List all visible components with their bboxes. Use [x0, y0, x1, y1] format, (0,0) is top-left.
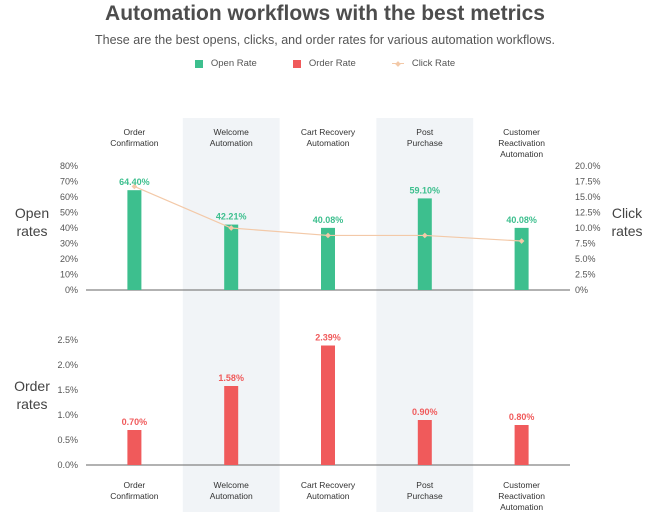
right-tick-label: 17.5% [575, 177, 601, 187]
right-tick-label: 0% [575, 285, 588, 295]
legend-item-click-rate: Click Rate [391, 58, 456, 69]
order-rate-bar [127, 430, 142, 465]
order-rate-bar [514, 425, 529, 465]
category-label-top: Reactivation [498, 138, 545, 148]
category-label-bottom: Post [416, 480, 434, 490]
left-axis-title: Open [15, 205, 49, 221]
right-tick-label: 5.0% [575, 254, 596, 264]
order-rate-data-label: 0.80% [509, 412, 535, 422]
order-rate-data-label: 0.90% [412, 407, 438, 417]
category-label-bottom: Confirmation [110, 491, 158, 501]
order-rate-data-label: 2.39% [315, 333, 341, 343]
category-label-top: Post [416, 127, 434, 137]
legend-label-click-rate: Click Rate [411, 58, 456, 69]
open-rate-data-label: 40.08% [506, 215, 537, 225]
order-rate-data-label: 1.58% [218, 373, 244, 383]
right-tick-label: 15.0% [575, 192, 601, 202]
left-axis-title: rates [16, 223, 47, 239]
left-tick-label: 20% [60, 254, 78, 264]
order-rate-data-label: 0.70% [122, 417, 148, 427]
bottom-tick-label: 0.0% [57, 460, 78, 470]
order-rate-bar [224, 386, 239, 465]
right-tick-label: 20.0% [575, 161, 601, 171]
right-axis-title: Click [612, 205, 643, 221]
click-rate-point [131, 183, 138, 190]
click-rate-point [421, 232, 428, 239]
category-label-bottom: Customer [503, 480, 540, 490]
category-label-top: Automation [307, 138, 350, 148]
legend-swatch-click-rate [391, 60, 404, 68]
category-label-top: Cart Recovery [301, 127, 356, 137]
order-rate-bar [417, 420, 432, 465]
category-label-bottom: Automation [500, 502, 543, 512]
category-label-bottom: Welcome [214, 480, 250, 490]
left-tick-label: 60% [60, 192, 78, 202]
open-rate-bar [224, 224, 239, 290]
category-label-top: Automation [500, 149, 543, 159]
bottom-axis-title: rates [16, 396, 47, 412]
right-tick-label: 7.5% [575, 239, 596, 249]
open-rate-bar [417, 198, 432, 290]
left-tick-label: 10% [60, 270, 78, 280]
chart-subtitle: These are the best opens, clicks, and or… [95, 33, 555, 47]
category-label-bottom: Purchase [407, 491, 443, 501]
right-tick-label: 10.0% [575, 223, 601, 233]
bottom-tick-label: 1.0% [57, 410, 78, 420]
chart-title: Automation workflows with the best metri… [105, 2, 545, 25]
bottom-tick-label: 2.0% [57, 360, 78, 370]
left-tick-label: 80% [60, 161, 78, 171]
category-label-bottom: Cart Recovery [301, 480, 356, 490]
open-rate-data-label: 40.08% [313, 215, 344, 225]
legend: Open Rate Order Rate Click Rate [0, 58, 650, 69]
left-tick-label: 0% [65, 285, 78, 295]
category-label-top: Welcome [214, 127, 250, 137]
category-label-bottom: Automation [307, 491, 350, 501]
category-label-top: Purchase [407, 138, 443, 148]
open-rate-data-label: 64.40% [119, 177, 150, 187]
open-rate-bar [127, 190, 142, 290]
open-rate-data-label: 59.10% [410, 185, 441, 195]
legend-label-open-rate: Open Rate [210, 58, 257, 69]
left-tick-label: 30% [60, 239, 78, 249]
left-tick-label: 40% [60, 223, 78, 233]
category-label-top: Order [124, 127, 146, 137]
bottom-tick-label: 0.5% [57, 435, 78, 445]
category-label-bottom: Reactivation [498, 491, 545, 501]
click-rate-point [325, 232, 331, 239]
bottom-axis-title: Order [14, 378, 50, 394]
bottom-tick-label: 1.5% [57, 385, 78, 395]
legend-label-order-rate: Order Rate [308, 58, 356, 69]
open-rate-bar [514, 227, 529, 290]
category-label-top: Confirmation [110, 138, 158, 148]
legend-item-open-rate: Open Rate [194, 58, 257, 69]
legend-swatch-order-rate [292, 59, 301, 68]
right-axis-title: rates [611, 223, 642, 239]
bottom-tick-label: 2.5% [57, 335, 78, 345]
legend-item-order-rate: Order Rate [292, 58, 356, 69]
click-rate-point [518, 238, 525, 244]
click-rate-point [228, 225, 235, 231]
category-label-bottom: Order [124, 480, 146, 490]
category-label-top: Automation [210, 138, 253, 148]
right-tick-label: 12.5% [575, 208, 601, 218]
category-label-top: Customer [503, 127, 540, 137]
left-tick-label: 50% [60, 208, 78, 218]
right-tick-label: 2.5% [575, 270, 596, 280]
category-label-bottom: Automation [210, 491, 253, 501]
order-rate-bar [321, 345, 335, 465]
left-tick-label: 70% [60, 177, 78, 187]
open-rate-data-label: 42.21% [216, 212, 247, 222]
open-rate-bar [321, 227, 335, 290]
legend-swatch-open-rate [194, 59, 203, 68]
